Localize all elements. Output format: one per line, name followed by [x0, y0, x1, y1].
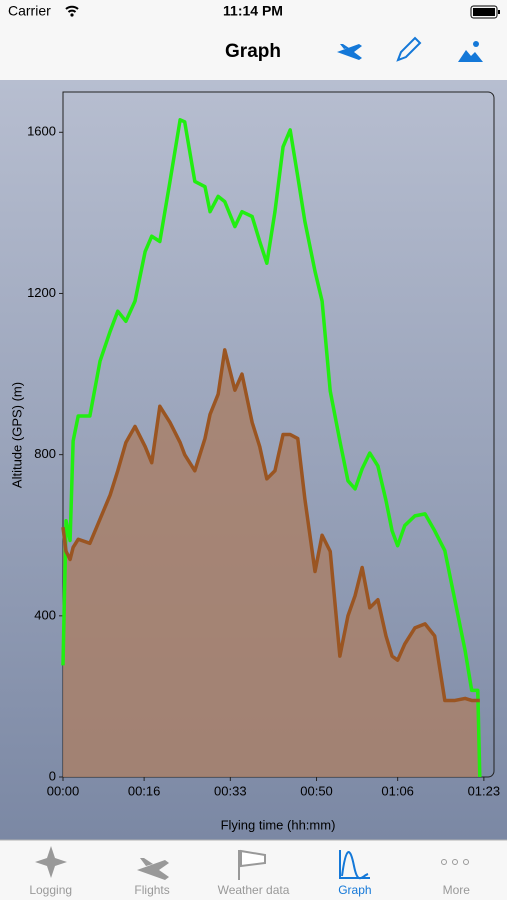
- nav-title: Graph: [225, 41, 281, 62]
- carrier: Carrier: [8, 3, 51, 19]
- y-tick-label: 1200: [27, 285, 56, 300]
- area: [63, 349, 480, 777]
- y-tick-label: 1600: [27, 124, 56, 139]
- tab-label: Graph: [338, 883, 371, 897]
- more-dot: [463, 859, 469, 865]
- y-axis-label: Altitude (GPS) (m): [9, 382, 24, 488]
- tab-icons: [35, 846, 469, 880]
- tab-label: Logging: [29, 883, 72, 897]
- x-tick-label: 00:16: [128, 783, 161, 798]
- y-tick-label: 800: [34, 446, 56, 461]
- line: [61, 348, 480, 703]
- more-dot: [441, 859, 447, 865]
- clock: 11:14 PM: [223, 3, 283, 19]
- weather-icon: [238, 849, 266, 880]
- tab-label: Weather data: [218, 883, 290, 897]
- tab-label: Flights: [134, 883, 169, 897]
- wifi-dot: [70, 13, 74, 17]
- x-axis-label: Flying time (hh:mm): [221, 817, 336, 832]
- battery-level: [473, 8, 495, 16]
- flight-button[interactable]: [337, 44, 362, 60]
- flights-icon: [137, 858, 169, 880]
- header-bg: [0, 0, 507, 80]
- tab-button[interactable]: [0, 841, 101, 900]
- image-button-sun: [473, 41, 479, 47]
- tab-bar: [0, 840, 507, 900]
- tab-label: More: [443, 883, 471, 897]
- line: [61, 118, 482, 778]
- x-tick-label: 00:33: [214, 783, 247, 798]
- logging-icon: [35, 846, 67, 878]
- tab-button[interactable]: [406, 841, 507, 900]
- battery-tip: [498, 10, 500, 14]
- graph-icon: [339, 850, 370, 880]
- battery: [470, 5, 498, 19]
- tab-button[interactable]: [101, 841, 202, 900]
- tab-button[interactable]: [203, 841, 304, 900]
- image-button[interactable]: [458, 50, 483, 62]
- y-tick-label: 400: [34, 607, 56, 622]
- x-tick-label: 00:00: [47, 783, 80, 798]
- x-tick-label: 00:50: [300, 783, 333, 798]
- plot-frame: [62, 91, 495, 778]
- x-tick-label: 01:23: [468, 783, 501, 798]
- x-tick-label: 01:06: [381, 783, 414, 798]
- y-tick-label: 0: [49, 768, 56, 783]
- wifi-icon: [65, 5, 79, 13]
- more-dot: [452, 859, 458, 865]
- tab-button[interactable]: [304, 841, 405, 900]
- edit-button[interactable]: [396, 36, 422, 62]
